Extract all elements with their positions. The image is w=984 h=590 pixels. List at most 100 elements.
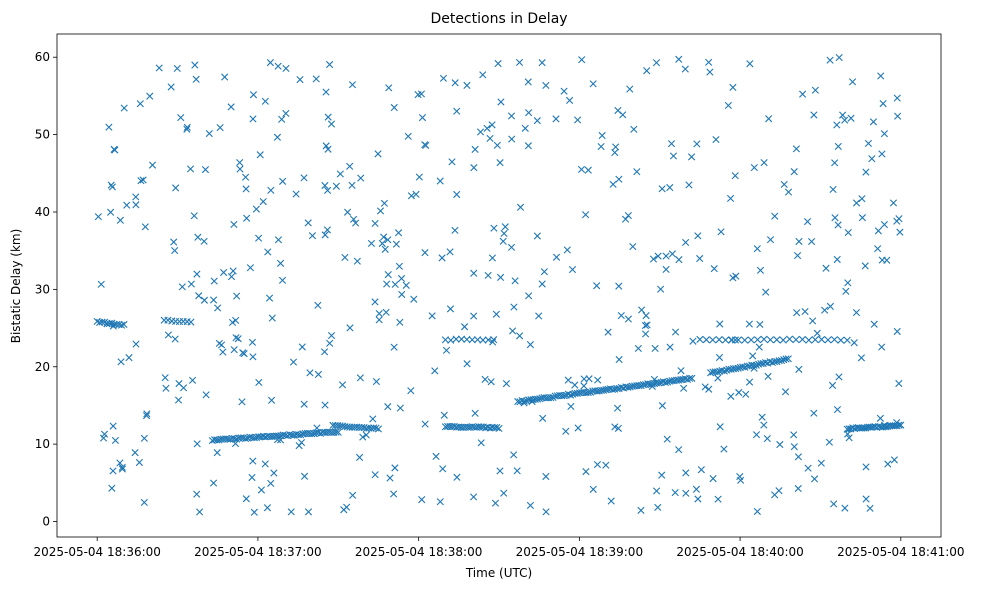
data-point [594,376,602,384]
data-point [422,141,430,150]
data-point [793,309,801,317]
data-point [615,175,623,183]
data-point [136,100,144,108]
data-point [390,103,398,112]
data-point [830,335,839,344]
data-point [649,255,658,263]
data-point [343,208,352,216]
data-point [372,424,380,432]
data-point [734,364,742,372]
data-point [488,121,496,129]
data-point [376,207,385,215]
data-point [500,489,508,497]
data-point [367,239,376,248]
data-point [234,335,242,343]
data-point [276,259,285,267]
data-point [756,266,765,274]
data-point [654,503,662,512]
y-tick-label: 20 [35,360,50,374]
data-point [135,458,144,467]
data-point [94,213,102,221]
data-point [760,159,768,167]
data-point [386,474,394,482]
data-point [749,352,757,360]
data-point [615,355,623,364]
data-point [655,379,663,387]
data-point [734,336,742,344]
data-point [404,132,412,140]
data-point [407,387,415,395]
data-point [536,395,544,403]
data-point [745,378,754,386]
data-point [274,62,282,70]
data-point [326,339,334,347]
data-point [230,220,238,229]
data-point [845,434,853,442]
data-point [833,405,842,414]
data-point [117,321,126,329]
data-point [171,335,179,343]
data-point [658,471,666,479]
data-point [516,332,524,340]
data-point [831,159,839,167]
data-point [626,85,634,93]
data-point [191,61,199,69]
data-point [494,59,502,68]
data-point [297,431,305,439]
data-point [714,495,722,503]
data-point [356,374,364,382]
data-point [463,360,471,368]
data-point [446,248,454,256]
data-point [436,498,444,506]
data-point [878,150,886,158]
data-point [186,165,195,173]
data-point [170,238,178,246]
data-point [228,318,237,327]
data-point [675,55,683,63]
data-point [381,245,389,253]
data-point [682,238,690,247]
data-point [710,265,718,273]
data-point [187,280,195,288]
data-point [811,336,819,344]
data-point [219,348,227,356]
data-point [792,336,800,344]
data-point [729,83,737,91]
data-point [834,142,842,151]
data-point [652,59,661,67]
data-point [431,367,439,375]
data-point [120,104,128,112]
data-point [205,129,213,138]
data-point [116,459,124,467]
data-point [229,267,237,275]
data-point [639,381,647,389]
data-point [764,372,772,380]
data-point [782,355,790,363]
data-point [216,123,224,132]
data-point [720,367,728,375]
data-point [858,195,866,203]
data-point [491,499,500,507]
data-point [375,316,383,324]
data-point [538,280,546,288]
data-point [589,80,597,88]
data-point [746,60,754,68]
data-point [895,421,903,429]
data-point [624,211,632,220]
data-point [297,438,306,447]
y-axis-title: Bistatic Delay (km) [9,229,23,344]
data-point [675,446,683,454]
data-point [470,269,478,277]
data-point [452,335,460,343]
data-point [878,343,886,351]
data-point [210,277,218,285]
data-point [265,294,274,302]
data-point [348,181,356,189]
data-point [526,501,535,510]
data-point [446,305,455,313]
data-point [233,435,241,443]
data-point [418,496,426,504]
data-point [634,344,642,353]
data-point [402,281,410,289]
data-point [696,254,704,263]
